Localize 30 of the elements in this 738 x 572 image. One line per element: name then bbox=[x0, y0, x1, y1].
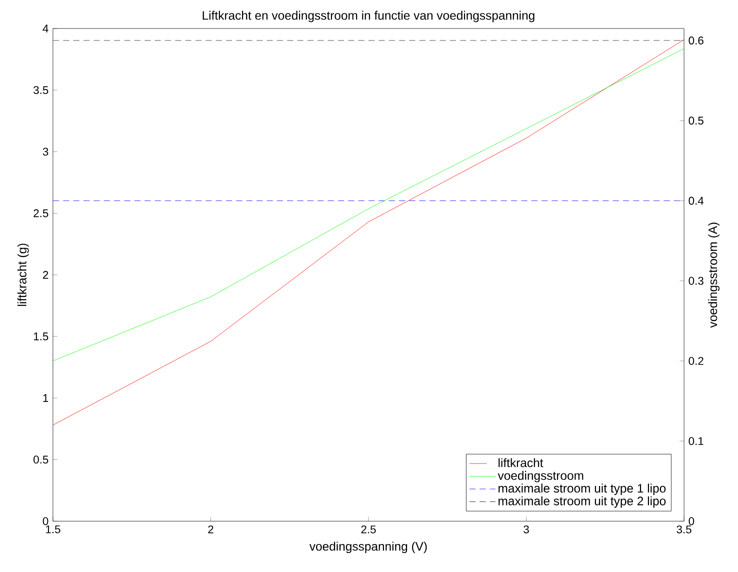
legend-label: liftkracht bbox=[498, 458, 544, 468]
y-tick-label: 1 bbox=[43, 394, 48, 402]
y2-tick-label: 0.4 bbox=[688, 196, 704, 205]
y2-tick-label: 0.5 bbox=[688, 116, 704, 125]
y-tick-label: 0.5 bbox=[34, 456, 48, 464]
y2-tick-label: 0.6 bbox=[688, 36, 704, 44]
line-series bbox=[52, 39, 684, 426]
y-tick-label: 2 bbox=[42, 270, 48, 279]
y-tick-label: 0 bbox=[42, 517, 48, 526]
y-tick-label: 1.5 bbox=[34, 332, 48, 340]
x-tick-label: 2 bbox=[208, 525, 214, 534]
y-tick-label: 3 bbox=[42, 148, 48, 156]
legend-label: maximale stroom uit type 1 lipo bbox=[498, 484, 666, 495]
x-tick-label: 2.5 bbox=[361, 525, 376, 534]
y2-axis-title: voedingsstroom (A) bbox=[708, 222, 720, 328]
y2-tick-label: 0.2 bbox=[688, 356, 704, 365]
x-tick-label: 3 bbox=[524, 525, 529, 534]
x-axis-title: voedingsspanning (V) bbox=[309, 542, 427, 554]
y-tick-label: 4 bbox=[42, 24, 48, 32]
y-tick-label: 3.5 bbox=[34, 86, 48, 94]
y2-tick-label: 0.3 bbox=[688, 276, 704, 285]
legend-label: maximale stroom uit type 2 lipo bbox=[498, 496, 666, 508]
legend-label: voedingsstroom bbox=[498, 470, 584, 482]
line-series bbox=[52, 48, 684, 362]
y-axis-title: liftkracht (g) bbox=[17, 244, 29, 306]
y2-tick-label: 0.1 bbox=[688, 437, 704, 445]
chart-title: Liftkracht en voedingsstroom in functie van voedingsspanning bbox=[202, 10, 534, 22]
x-tick-label: 3.5 bbox=[676, 525, 692, 534]
y-tick-label: 2.5 bbox=[34, 209, 48, 218]
y2-tick-label: 0 bbox=[688, 517, 694, 526]
